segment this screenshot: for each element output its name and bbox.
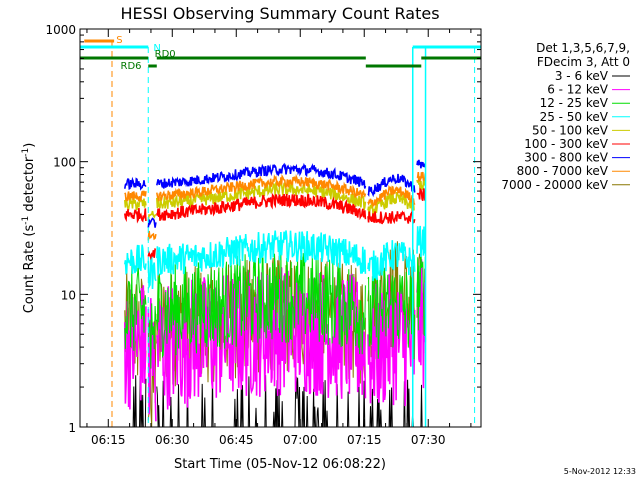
y-tick-label: 1000: [45, 23, 76, 37]
legend-label: 100 - 300 keV: [524, 137, 608, 151]
x-tick-label: 06:45: [219, 433, 254, 447]
legend-label: 6 - 12 keV: [547, 83, 609, 97]
rd0-label: RD0: [155, 49, 176, 60]
y-axis-label-main: Count Rate (s: [22, 225, 37, 314]
y-tick-label: 10: [61, 288, 76, 302]
legend-header-line-1: Det 1,3,5,6,7,9,: [536, 41, 630, 55]
chart-title: HESSI Observing Summary Count Rates: [120, 4, 439, 23]
saa-label: S: [116, 35, 122, 46]
legend-label: 3 - 6 keV: [555, 69, 609, 83]
y-axis-label-sup2: -1: [21, 148, 31, 157]
date-stamp: 5-Nov-2012 12:33: [564, 467, 636, 476]
legend-label: 12 - 25 keV: [540, 96, 609, 110]
y-axis-label-end: ): [22, 143, 37, 148]
x-tick-label: 07:30: [411, 433, 446, 447]
legend: Det 1,3,5,6,7,9, FDecim 3, Att 0 3 - 6 k…: [501, 41, 630, 192]
y-tick-label: 1: [68, 421, 76, 435]
series-layer: [124, 159, 427, 428]
legend-label: 800 - 7000 keV: [517, 164, 609, 178]
x-tick-label: 07:15: [347, 433, 382, 447]
legend-label: 25 - 50 keV: [540, 110, 609, 124]
plot-frame: [79, 28, 482, 428]
ticks-layer: 06:15 06:30 06:45 07:00 07:15 07:30 1 10 100 1000: [45, 23, 481, 447]
night-label: N: [153, 43, 160, 54]
y-axis-label-sup: -1: [21, 216, 31, 225]
y-axis-label: Count Rate (s-1 detector-1): [21, 143, 37, 314]
series-line: [124, 178, 427, 221]
series-line: [124, 225, 426, 290]
legend-label: 50 - 100 keV: [532, 123, 609, 137]
rd6-label: RD6: [121, 61, 142, 72]
x-axis-label: Start Time (05-Nov-12 06:08:22): [174, 457, 386, 472]
series-line: [124, 187, 427, 261]
x-tick-label: 07:00: [283, 433, 318, 447]
y-tick-label: 100: [53, 156, 76, 170]
legend-label: 300 - 800 keV: [524, 151, 608, 165]
series-line: [124, 159, 427, 228]
y-axis-label-mid: detector: [22, 156, 37, 216]
x-tick-label: 06:15: [91, 433, 126, 447]
series-line: [124, 247, 426, 369]
legend-label: 7000 - 20000 keV: [501, 178, 608, 192]
series-line: [124, 171, 427, 241]
legend-header-line-2: FDecim 3, Att 0: [537, 55, 630, 69]
x-tick-label: 06:30: [155, 433, 190, 447]
